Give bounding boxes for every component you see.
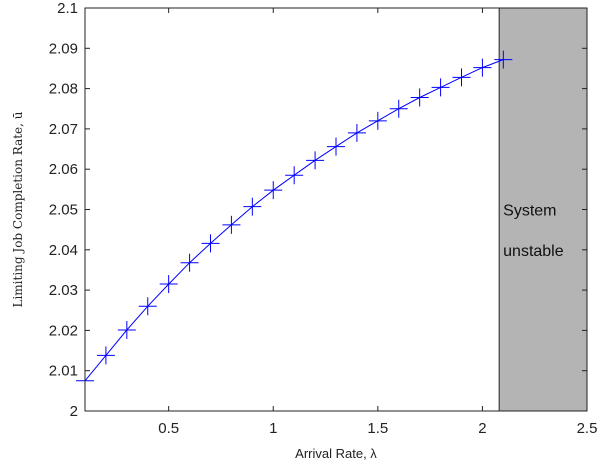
- data-point: [159, 275, 178, 294]
- data-point: [347, 123, 366, 142]
- y-tick-label: 2.1: [57, 0, 78, 17]
- x-tick-label: 1.5: [367, 420, 388, 437]
- data-point: [389, 99, 408, 118]
- data-point: [243, 197, 262, 216]
- x-tick-label: 2.5: [577, 420, 598, 437]
- x-tick-label: 0.5: [158, 420, 179, 437]
- x-tick-label: 2: [478, 420, 486, 437]
- y-tick-label: 2.01: [49, 363, 78, 380]
- y-tick-label: 2.09: [49, 40, 78, 57]
- data-point: [201, 234, 220, 253]
- data-point: [96, 346, 115, 365]
- data-point: [431, 78, 450, 97]
- region-label-line-2: unstable: [503, 243, 564, 260]
- x-tick-label: 1: [269, 420, 277, 437]
- y-tick-label: 2: [70, 403, 78, 420]
- data-point: [138, 297, 157, 316]
- data-point: [327, 137, 345, 156]
- data-point: [494, 50, 513, 69]
- y-tick-label: 2.04: [49, 242, 78, 259]
- data-point: [368, 111, 387, 130]
- data-point: [222, 215, 241, 234]
- ticks-layer: 0.5 1 1.5 2 2.5 2 2.01 2.02 2.03 2.04 2.05 2.06 2.07…: [49, 0, 598, 437]
- y-tick-label: 2.07: [49, 121, 78, 138]
- y-tick-label: 2.02: [49, 322, 78, 339]
- region-label-line-1: System: [503, 203, 556, 220]
- x-axis-title: Arrival Rate, λ: [295, 446, 377, 461]
- data-point: [410, 88, 429, 107]
- data-point: [264, 181, 283, 200]
- data-point: [452, 68, 471, 87]
- unstable-region: [498, 7, 588, 412]
- y-tick-label: 2.03: [49, 282, 78, 299]
- y-axis-title: Limiting Job Completion Rate, ū: [11, 111, 25, 307]
- data-point: [117, 320, 136, 339]
- y-tick-label: 2.06: [49, 161, 78, 178]
- data-point: [285, 166, 304, 185]
- series-layer: [76, 50, 513, 390]
- y-tick-label: 2.05: [49, 202, 78, 219]
- data-point: [306, 151, 325, 170]
- data-point: [180, 253, 199, 272]
- y-tick-label: 2.08: [49, 81, 78, 98]
- data-point: [473, 58, 492, 77]
